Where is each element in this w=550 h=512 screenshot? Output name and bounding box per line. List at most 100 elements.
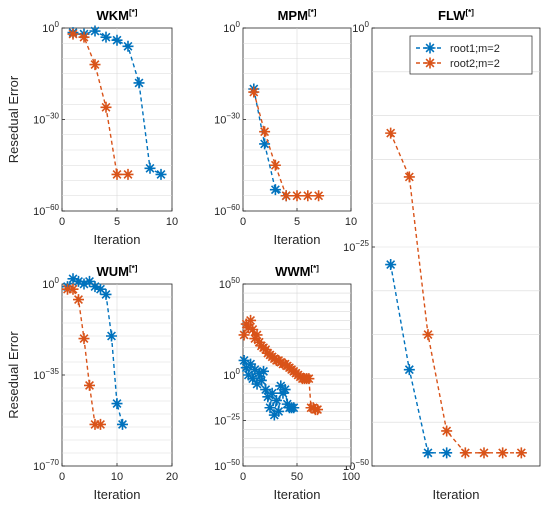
data-point-root2 (478, 447, 490, 459)
x-tick-label: 100 (342, 471, 360, 483)
data-point-root1 (422, 447, 434, 459)
data-point-root1 (259, 138, 271, 150)
data-point-root2 (240, 318, 252, 330)
data-point-root1 (277, 387, 289, 399)
data-point-root2 (422, 329, 434, 341)
subplot-title: WKM[*] (97, 8, 138, 23)
data-point-root1 (264, 402, 276, 414)
data-point-root1 (273, 405, 285, 417)
y-tick-label: 1050 (219, 276, 241, 291)
series-line-root1 (253, 88, 287, 197)
x-tick-label: 10 (166, 216, 178, 228)
data-point-root2 (238, 329, 250, 341)
x-axis-label: Iteration (274, 232, 321, 247)
subplot-wum: 0 10 20 100 10−35 10−70 WUM[*] Iteration Resedua… (6, 264, 178, 502)
data-point-root1 (266, 387, 278, 399)
data-point-root2 (249, 333, 261, 345)
data-point-root2 (245, 314, 257, 326)
legend-label-root1: root1;m=2 (450, 43, 500, 55)
x-axis-label: Iteration (94, 487, 141, 502)
x-tick-label: 5 (294, 216, 300, 228)
data-point-root1 (89, 25, 101, 37)
subplot-title: MPM[*] (278, 8, 317, 23)
data-point-root2 (89, 59, 101, 71)
data-point-root2 (497, 447, 509, 459)
x-tick-label: 0 (240, 216, 246, 228)
data-point-root1 (242, 369, 254, 381)
series-line-root1 (389, 264, 447, 454)
y-tick-label: 10−25 (214, 413, 240, 428)
x-tick-label: 0 (59, 216, 65, 228)
y-tick-label: 10−30 (33, 112, 59, 127)
data-point-root1 (73, 275, 84, 287)
y-tick-label: 100 (42, 276, 59, 291)
legend: root1;m=2 root2;m=2 (409, 35, 533, 75)
data-point-root1 (288, 402, 300, 414)
legend-marker-root1 (424, 42, 436, 54)
x-axis-label: Iteration (433, 487, 480, 502)
data-point-root2 (280, 190, 292, 202)
data-point-root1 (260, 384, 272, 396)
x-tick-label: 50 (291, 471, 303, 483)
data-point-root1 (155, 168, 167, 180)
data-point-root2 (73, 294, 84, 306)
legend-label-root2: root2;m=2 (450, 58, 500, 70)
data-point-root2 (302, 190, 314, 202)
data-point-root2 (247, 324, 259, 335)
data-point-root1 (122, 40, 134, 52)
data-point-root2 (100, 101, 112, 113)
data-point-root1 (240, 362, 252, 374)
legend-marker-root2 (424, 57, 436, 69)
data-point-root1 (268, 409, 280, 421)
data-point-root1 (84, 275, 95, 287)
data-point-root2 (122, 168, 134, 180)
subplot-flw: 10010−2510−50FLW[*]Iterationroot1;m=2roo… (343, 8, 541, 502)
x-axis-label: Iteration (94, 232, 141, 247)
y-axis-label: Resedual Error (6, 75, 21, 163)
data-point-root1 (275, 380, 287, 392)
x-tick-label: 10 (111, 471, 123, 483)
data-point-root2 (260, 344, 272, 356)
data-point-root2 (242, 322, 254, 334)
y-tick-label: 10−70 (33, 458, 59, 473)
data-point-root1 (247, 373, 259, 385)
data-point-root1 (270, 394, 282, 406)
y-tick-label: 10−30 (214, 112, 240, 127)
data-point-root2 (259, 126, 271, 138)
data-point-root1 (100, 31, 112, 43)
data-point-root2 (248, 86, 260, 98)
data-point-root2 (303, 373, 315, 385)
data-point-root1 (100, 288, 112, 300)
subplot-title: FLW[*] (438, 8, 474, 23)
data-point-root1 (403, 364, 415, 376)
data-point-root1 (258, 365, 270, 377)
y-axis-label: Resedual Error (6, 331, 21, 419)
data-point-root1 (117, 418, 128, 430)
data-point-root1 (67, 273, 79, 285)
data-point-root2 (95, 418, 106, 430)
subplot-wwm: 0 50 100 1050 100 10−25 10−50 WWM[*] Iteration (214, 264, 360, 502)
y-tick-label: 10−60 (33, 203, 59, 218)
data-point-root2 (78, 333, 90, 345)
data-point-root2 (313, 190, 325, 202)
data-point-root2 (385, 127, 397, 139)
y-tick-label: 100 (223, 367, 240, 382)
data-point-root2 (78, 31, 90, 43)
data-point-root1 (249, 364, 261, 376)
data-point-root1 (106, 330, 117, 342)
y-tick-label: 100 (42, 20, 59, 35)
data-point-root1 (78, 278, 90, 290)
data-point-root1 (441, 447, 453, 459)
data-point-root1 (238, 354, 250, 366)
subplot-title: WUM[*] (97, 264, 138, 279)
data-point-root1 (279, 384, 291, 396)
data-point-root2 (269, 159, 281, 171)
y-tick-label: 10−60 (214, 203, 240, 218)
y-tick-label: 100 (223, 20, 240, 35)
data-point-root2 (253, 336, 265, 348)
data-point-root2 (67, 28, 79, 40)
subplot-wkm: 0 5 10 100 10−30 10−60 WKM[*] Iteration Resedual… (6, 8, 178, 247)
data-point-root1 (111, 398, 123, 410)
data-point-root1 (95, 283, 106, 295)
